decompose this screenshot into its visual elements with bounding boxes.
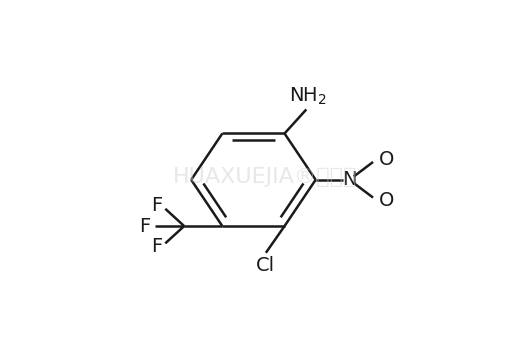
Text: NH$_2$: NH$_2$ [290,85,327,107]
Text: O: O [379,150,395,169]
Text: F: F [151,196,162,215]
Text: HUAXUEJIA®化学加: HUAXUEJIA®化学加 [174,167,357,187]
Text: N: N [342,170,357,189]
Text: Cl: Cl [256,256,276,275]
Text: F: F [139,216,150,236]
Text: O: O [379,191,395,210]
Text: F: F [151,237,162,256]
